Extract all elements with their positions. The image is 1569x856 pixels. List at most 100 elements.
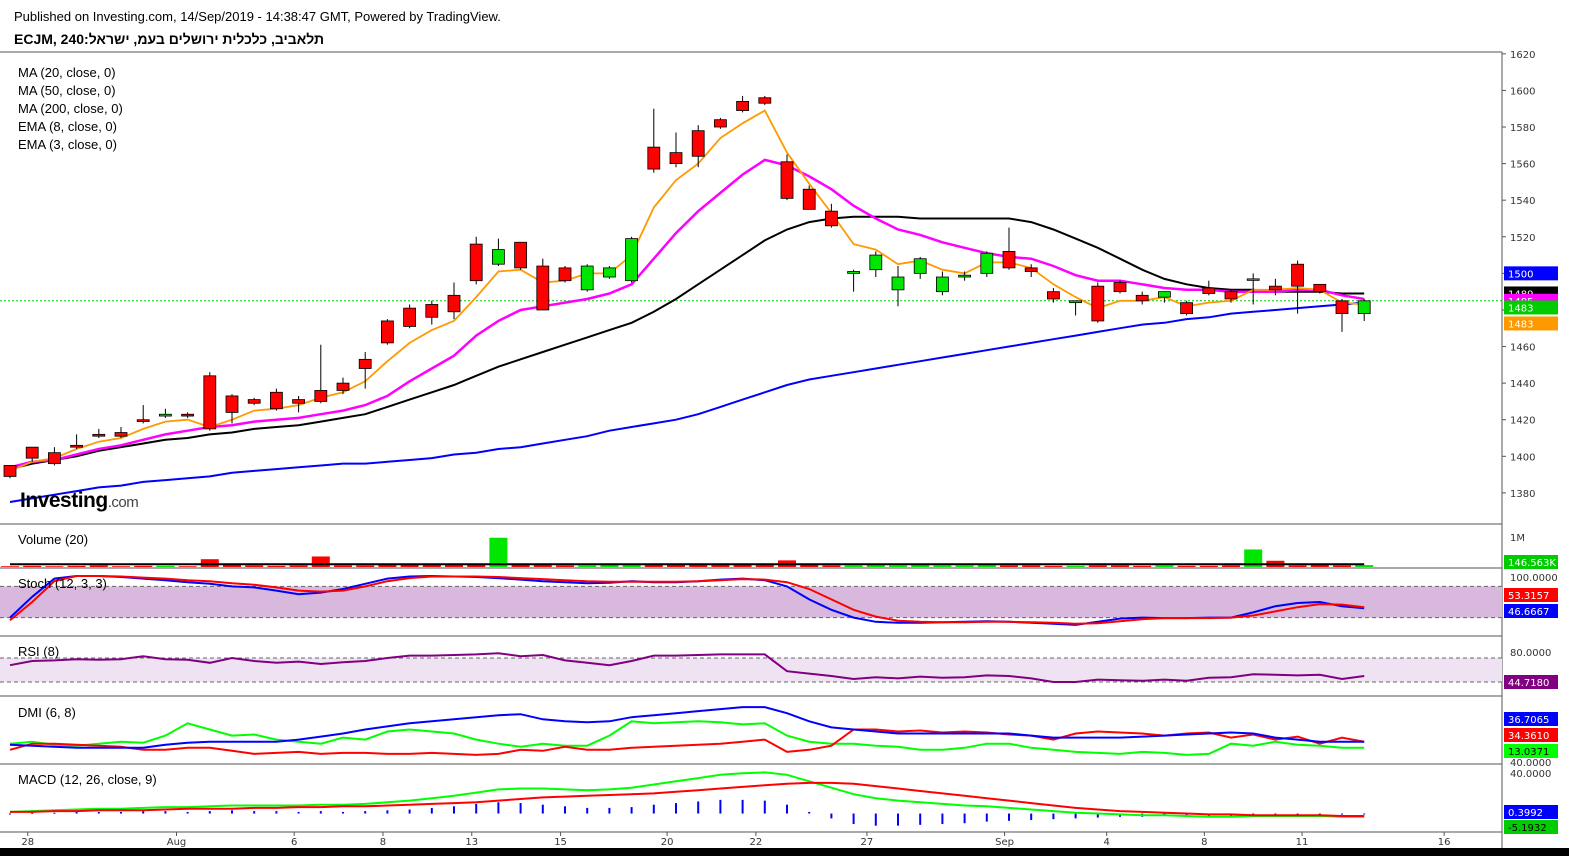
macd-histogram-bar <box>1363 813 1366 815</box>
dmi-adx-line <box>9 706 1365 749</box>
macd-histogram-bar <box>142 811 145 814</box>
macd-histogram-bar <box>1008 813 1010 821</box>
volume-bar <box>533 565 552 567</box>
dmi-plus-tag-box <box>1504 712 1558 726</box>
time-tick-label: 27 <box>861 837 874 848</box>
macd-histogram-bar <box>852 813 855 825</box>
volume-bar <box>245 565 264 567</box>
price-tick-label: 1400 <box>1510 452 1535 463</box>
volume-value-tag: 146.563K <box>1508 558 1556 569</box>
candle-body <box>1180 302 1193 315</box>
candle-body <box>92 433 106 437</box>
candle-body <box>247 399 261 404</box>
volume-bar <box>1199 565 1218 567</box>
time-tick-label: Aug <box>167 837 187 848</box>
volume-bar <box>23 565 42 567</box>
candle-body <box>292 399 306 404</box>
macd-histogram-bar <box>830 813 833 819</box>
macd-histogram-bar <box>430 807 433 814</box>
volume-bar <box>1044 565 1063 567</box>
volume-bar <box>1155 565 1174 567</box>
dmi-minus-line <box>9 728 1365 756</box>
dmi-plus-tag: 36.7065 <box>1508 715 1549 726</box>
volume-bar <box>267 565 286 567</box>
price-tick-label: 1520 <box>1510 233 1535 244</box>
macd-histogram-bar <box>541 804 544 814</box>
volume-bar <box>200 559 219 567</box>
volume-bar <box>445 565 463 567</box>
candle-body <box>380 320 394 344</box>
candle-body <box>314 390 328 402</box>
candle-body <box>825 210 838 227</box>
candle-body <box>536 265 550 311</box>
stoch-band <box>0 586 1502 618</box>
macd-histogram-bar <box>919 813 922 825</box>
candle-body <box>580 265 594 291</box>
volume-bar <box>733 564 752 567</box>
time-tick-label: 6 <box>291 837 297 848</box>
volume-bar <box>112 566 130 567</box>
candle-body <box>714 119 727 128</box>
macd-histogram-bar <box>319 811 322 814</box>
macd-histogram-bar <box>1185 813 1188 816</box>
candle-body <box>48 452 61 465</box>
stoch-d-tag: 46.6667 <box>1508 607 1549 618</box>
volume-bar <box>289 565 308 567</box>
volume-bar <box>1066 565 1085 567</box>
volume-bar <box>667 564 685 567</box>
dmi-adx-tag: 13.0371 <box>1508 747 1549 758</box>
close-value-tag: 1483 <box>1508 303 1533 314</box>
candle-body <box>603 267 616 278</box>
macd-histogram-bar <box>963 813 966 824</box>
volume-bar <box>178 566 197 567</box>
volume-bar <box>334 565 352 567</box>
candle-body <box>1113 282 1127 293</box>
macd-histogram-bar <box>31 812 34 814</box>
price-tick-label: 1620 <box>1510 50 1535 61</box>
candle-body <box>158 413 172 417</box>
macd-histogram-bar <box>1052 813 1055 820</box>
ma50-value-tag: 1500 <box>1508 269 1533 280</box>
volume-bar <box>1355 565 1374 567</box>
macd-histogram-bar <box>9 813 11 815</box>
macd-signal-tag-box <box>1504 820 1558 834</box>
stoch-k-tag-box <box>1504 588 1558 602</box>
macd-histogram-bar <box>786 804 788 814</box>
candle-body <box>1269 285 1282 291</box>
candle-body <box>336 382 350 391</box>
macd-histogram-bar <box>608 807 611 814</box>
macd-histogram-bar <box>342 811 344 814</box>
macd-histogram-bar <box>186 811 189 814</box>
volume-bar <box>45 566 64 567</box>
price-tick-label: 1560 <box>1510 160 1535 171</box>
candle-body <box>70 444 83 448</box>
footer-bar <box>0 848 1569 856</box>
volume-bar <box>1288 565 1307 567</box>
volume-bar <box>977 565 996 567</box>
macd-histogram-bar <box>941 813 944 825</box>
candle-body <box>1091 285 1105 322</box>
macd-histogram-bar <box>475 803 478 814</box>
macd-histogram-bar <box>1341 813 1343 815</box>
volume-bar <box>1244 549 1263 567</box>
dmi-minus-tag: 34.3610 <box>1508 731 1549 742</box>
volume-bar <box>578 565 597 567</box>
rsi-band <box>0 658 1502 682</box>
macd-histogram-bar <box>97 811 100 814</box>
macd-value-tag-box <box>1504 805 1558 819</box>
candle-body <box>869 254 883 271</box>
price-tick-label: 1580 <box>1510 123 1535 134</box>
price-tick-label: 1540 <box>1510 196 1535 207</box>
candle-body <box>958 274 971 278</box>
rsi-value-tag-box <box>1504 675 1558 689</box>
volume-bar <box>422 563 441 567</box>
volume-bar <box>622 565 641 567</box>
candle-body <box>1024 267 1038 272</box>
candle-body <box>1002 251 1016 269</box>
macd-value-tag: 0.3992 <box>1508 808 1543 819</box>
volume-bar <box>89 565 108 567</box>
dmi-minus-tag-box <box>1504 728 1558 742</box>
dmi-adx-tag-box <box>1504 744 1558 758</box>
time-tick-label: 22 <box>750 837 763 848</box>
